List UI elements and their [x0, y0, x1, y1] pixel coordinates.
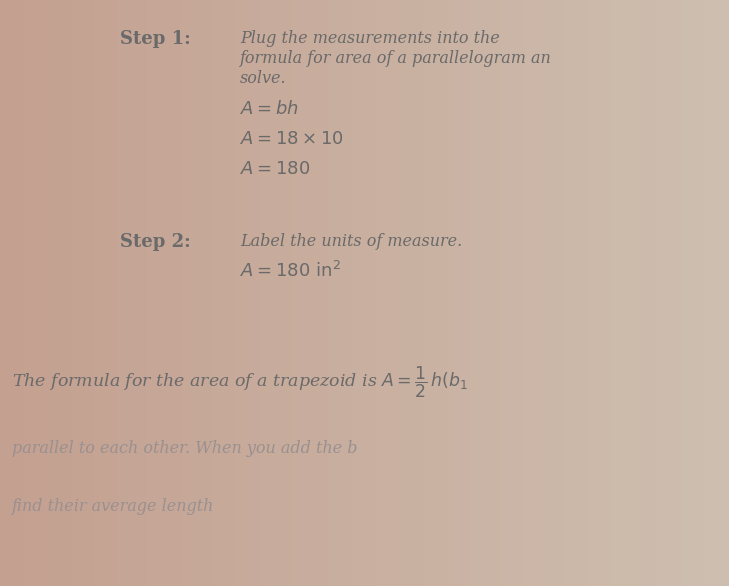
Text: Plug the measurements into the: Plug the measurements into the [240, 30, 500, 47]
Text: find their average length: find their average length [12, 498, 214, 515]
Text: formula for area of a parallelogram an: formula for area of a parallelogram an [240, 50, 552, 67]
Text: solve.: solve. [240, 70, 286, 87]
Text: parallel to each other. When you add the b: parallel to each other. When you add the… [12, 440, 357, 457]
Text: $A = bh$: $A = bh$ [240, 100, 299, 118]
Text: Label the units of measure.: Label the units of measure. [240, 233, 462, 250]
Text: The formula for the area of a trapezoid is $A = \dfrac{1}{2}\,h(b_1$: The formula for the area of a trapezoid … [12, 365, 468, 400]
Text: $A = 180\ \mathrm{in}^2$: $A = 180\ \mathrm{in}^2$ [240, 261, 341, 281]
Text: $A = 18 \times 10$: $A = 18 \times 10$ [240, 130, 344, 148]
Text: Step 1:: Step 1: [120, 30, 191, 48]
Text: Step 2:: Step 2: [120, 233, 191, 251]
Text: $A = 180$: $A = 180$ [240, 160, 311, 178]
